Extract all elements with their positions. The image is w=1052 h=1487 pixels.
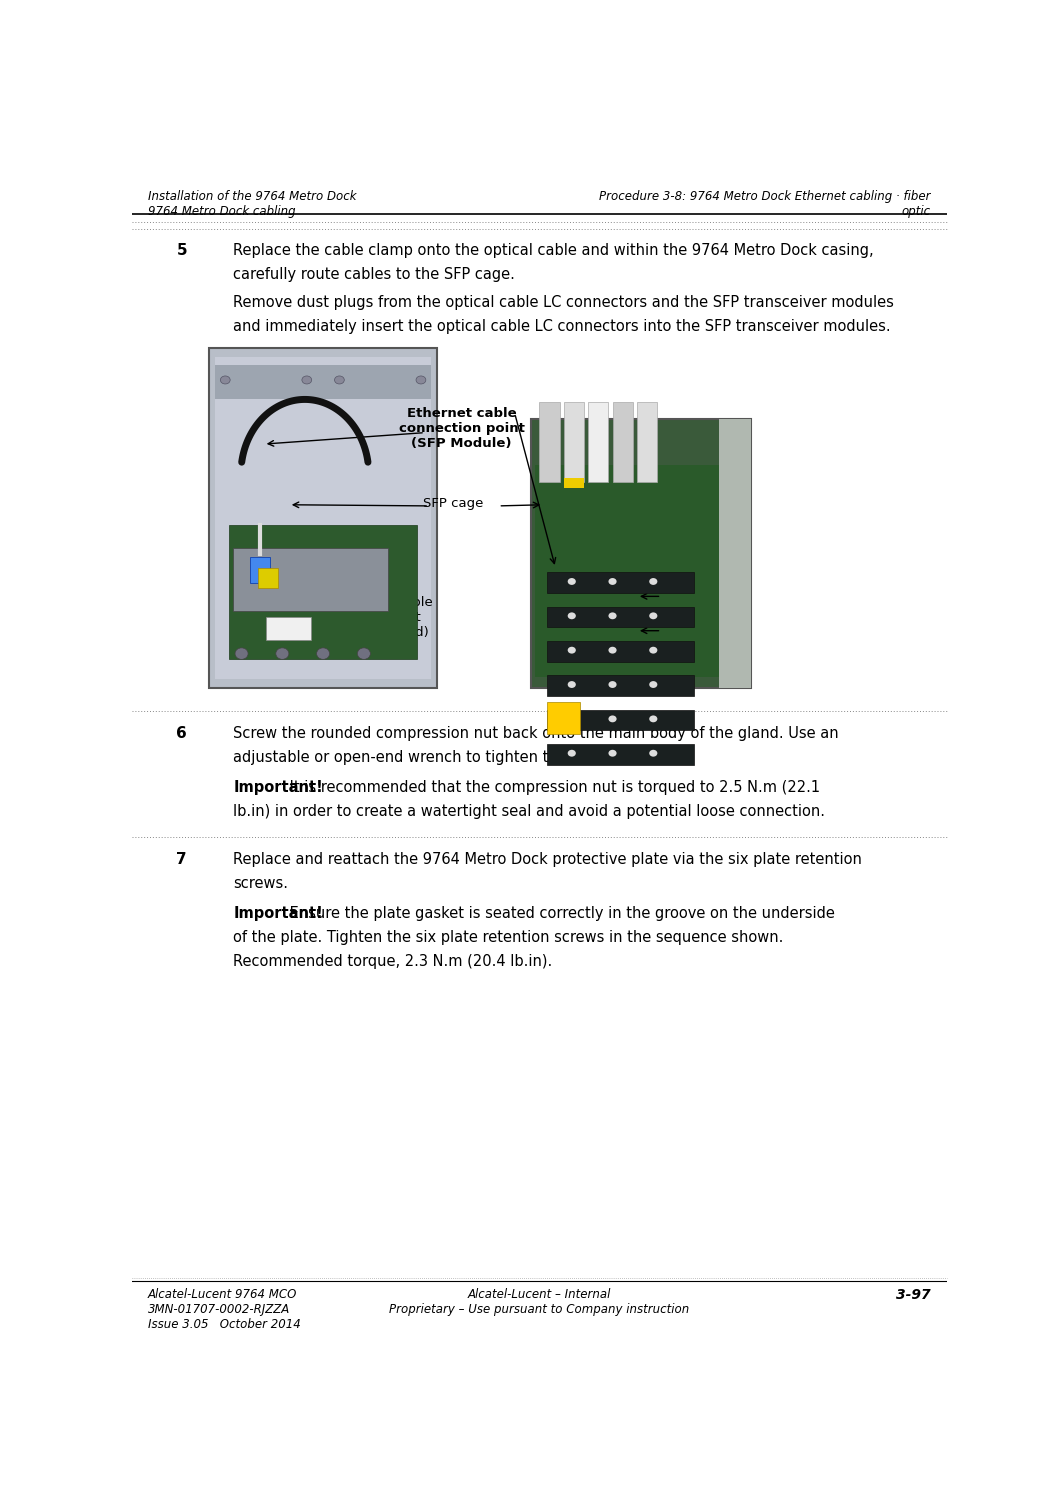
- Text: 9764 Metro Dock cabling: 9764 Metro Dock cabling: [147, 205, 296, 217]
- Text: Issue 3.05   October 2014: Issue 3.05 October 2014: [147, 1317, 301, 1331]
- Ellipse shape: [608, 647, 616, 654]
- Bar: [234, 549, 388, 611]
- Text: of the plate. Tighten the six plate retention screws in the sequence shown.: of the plate. Tighten the six plate rete…: [234, 929, 784, 944]
- Ellipse shape: [302, 376, 311, 384]
- Ellipse shape: [568, 749, 575, 757]
- Text: Ethernet cable
connection point
(SFP Module): Ethernet cable connection point (SFP Mod…: [399, 407, 525, 451]
- Text: optic: optic: [902, 205, 931, 217]
- Ellipse shape: [568, 681, 575, 688]
- Bar: [547, 607, 694, 628]
- Text: 3MN-01707-0002-RJZZA: 3MN-01707-0002-RJZZA: [147, 1303, 290, 1316]
- Bar: [266, 617, 311, 639]
- Text: Alcatel-Lucent 9764 MCO: Alcatel-Lucent 9764 MCO: [147, 1288, 297, 1301]
- Text: Ethernet cable
entry point
(Cable gland): Ethernet cable entry point (Cable gland): [336, 596, 433, 639]
- Bar: [209, 348, 438, 688]
- Text: Replace and reattach the 9764 Metro Dock protective plate via the six plate rete: Replace and reattach the 9764 Metro Dock…: [234, 852, 863, 867]
- Ellipse shape: [220, 376, 230, 384]
- Bar: [547, 744, 694, 764]
- Bar: [612, 401, 633, 482]
- Ellipse shape: [649, 578, 658, 584]
- Text: Screw the rounded compression nut back onto the main body of the gland. Use an: Screw the rounded compression nut back o…: [234, 726, 839, 741]
- Ellipse shape: [568, 613, 575, 619]
- Text: Important!: Important!: [234, 906, 323, 920]
- Bar: [638, 401, 658, 482]
- Ellipse shape: [235, 648, 248, 659]
- Text: SFP cage: SFP cage: [423, 497, 484, 510]
- Ellipse shape: [335, 376, 344, 384]
- Text: 6: 6: [177, 726, 187, 741]
- Text: lb.in) in order to create a watertight seal and avoid a potential loose connecti: lb.in) in order to create a watertight s…: [234, 803, 826, 819]
- Text: Proprietary – Use pursuant to Company instruction: Proprietary – Use pursuant to Company in…: [389, 1303, 689, 1316]
- Text: and immediately insert the optical cable LC connectors into the SFP transceiver : and immediately insert the optical cable…: [234, 320, 891, 335]
- Bar: [547, 641, 694, 662]
- Bar: [547, 702, 580, 733]
- Ellipse shape: [608, 681, 616, 688]
- Text: Remove dust plugs from the optical cable LC connectors and the SFP transceiver m: Remove dust plugs from the optical cable…: [234, 296, 894, 311]
- Bar: [588, 401, 608, 482]
- Ellipse shape: [568, 715, 575, 723]
- Text: adjustable or open-end wrench to tighten the compression nut: adjustable or open-end wrench to tighten…: [234, 749, 694, 764]
- Bar: [535, 465, 719, 677]
- Bar: [547, 572, 694, 593]
- Ellipse shape: [317, 648, 329, 659]
- Ellipse shape: [649, 613, 658, 619]
- Bar: [531, 419, 751, 688]
- Bar: [547, 709, 694, 730]
- Text: carefully route cables to the SFP cage.: carefully route cables to the SFP cage.: [234, 266, 515, 281]
- Ellipse shape: [416, 376, 426, 384]
- Ellipse shape: [568, 647, 575, 654]
- Bar: [540, 401, 560, 482]
- Ellipse shape: [649, 647, 658, 654]
- Text: Procedure 3-8: 9764 Metro Dock Ethernet cabling · fiber: Procedure 3-8: 9764 Metro Dock Ethernet …: [599, 190, 931, 202]
- Bar: [719, 419, 751, 688]
- Text: 5: 5: [177, 242, 187, 257]
- Text: 3-97: 3-97: [896, 1288, 931, 1303]
- Bar: [216, 366, 430, 400]
- Bar: [547, 675, 694, 696]
- Bar: [564, 479, 584, 488]
- Text: It is recommended that the compression nut is torqued to 2.5 N.m (22.1: It is recommended that the compression n…: [285, 779, 820, 794]
- Ellipse shape: [358, 648, 370, 659]
- Text: Installation of the 9764 Metro Dock: Installation of the 9764 Metro Dock: [147, 190, 357, 202]
- Ellipse shape: [608, 715, 616, 723]
- Text: Recommended torque, 2.3 N.m (20.4 lb.in).: Recommended torque, 2.3 N.m (20.4 lb.in)…: [234, 953, 552, 968]
- Text: Ensure the plate gasket is seated correctly in the groove on the underside: Ensure the plate gasket is seated correc…: [285, 906, 834, 920]
- Ellipse shape: [276, 648, 289, 659]
- Text: Alcatel-Lucent – Internal: Alcatel-Lucent – Internal: [467, 1288, 611, 1301]
- Text: screws.: screws.: [234, 876, 288, 891]
- Bar: [249, 558, 270, 583]
- Text: Important!: Important!: [234, 779, 323, 794]
- Ellipse shape: [568, 578, 575, 584]
- Ellipse shape: [649, 681, 658, 688]
- Text: 7: 7: [177, 852, 187, 867]
- Ellipse shape: [608, 578, 616, 584]
- Text: Replace the cable clamp onto the optical cable and within the 9764 Metro Dock ca: Replace the cable clamp onto the optical…: [234, 242, 874, 257]
- Ellipse shape: [649, 749, 658, 757]
- Bar: [258, 568, 278, 589]
- Ellipse shape: [649, 715, 658, 723]
- Bar: [229, 525, 417, 659]
- Ellipse shape: [608, 613, 616, 619]
- Ellipse shape: [608, 749, 616, 757]
- Bar: [564, 401, 584, 482]
- Bar: [216, 357, 430, 678]
